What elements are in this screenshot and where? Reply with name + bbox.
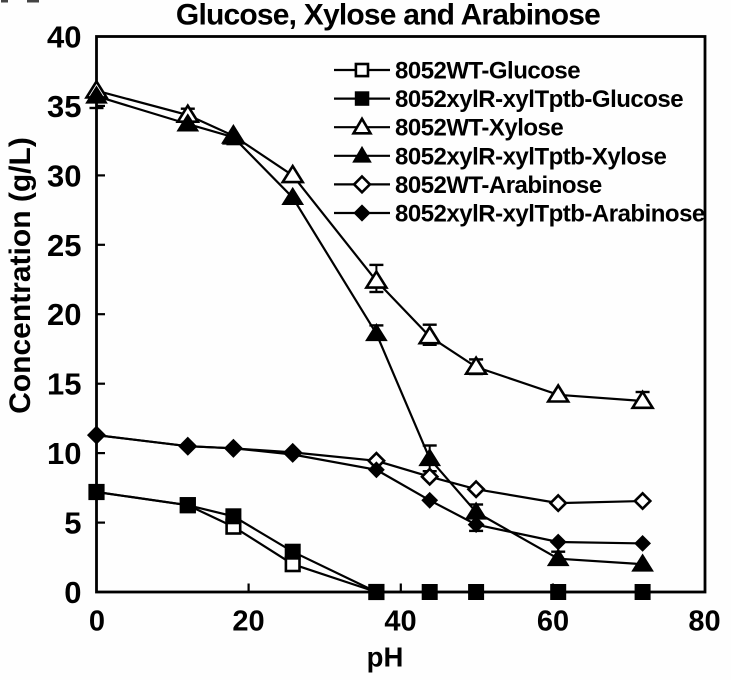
- svg-text:8052WT-Arabinose: 8052WT-Arabinose: [395, 172, 602, 199]
- svg-text:0: 0: [64, 575, 81, 610]
- svg-text:Glucose, Xylose and Arabinose: Glucose, Xylose and Arabinose: [176, 0, 600, 32]
- svg-text:8052WT-Glucose: 8052WT-Glucose: [395, 58, 580, 85]
- svg-text:8052WT-Xylose: 8052WT-Xylose: [395, 115, 563, 142]
- svg-text:80: 80: [688, 606, 720, 638]
- svg-text:30: 30: [47, 158, 81, 193]
- svg-text:25: 25: [47, 228, 81, 263]
- svg-text:pH: pH: [367, 642, 404, 673]
- svg-text:8052xylR-xylTptb-Glucose: 8052xylR-xylTptb-Glucose: [395, 86, 683, 113]
- svg-text:40: 40: [384, 606, 416, 638]
- svg-text:8052xylR-xylTptb-Xylose: 8052xylR-xylTptb-Xylose: [395, 143, 666, 170]
- svg-text:0: 0: [89, 606, 105, 638]
- svg-text:10: 10: [47, 436, 81, 471]
- svg-text:5: 5: [64, 506, 81, 541]
- svg-text:8052xylR-xylTptb-Arabinose: 8052xylR-xylTptb-Arabinose: [395, 201, 705, 228]
- svg-text:15: 15: [47, 367, 81, 402]
- svg-text:35: 35: [47, 89, 81, 124]
- svg-text:Concentration (g/L): Concentration (g/L): [4, 137, 37, 414]
- svg-text:60: 60: [537, 606, 569, 638]
- svg-text:40: 40: [47, 20, 81, 55]
- svg-text:20: 20: [47, 297, 81, 332]
- svg-text:20: 20: [232, 606, 264, 638]
